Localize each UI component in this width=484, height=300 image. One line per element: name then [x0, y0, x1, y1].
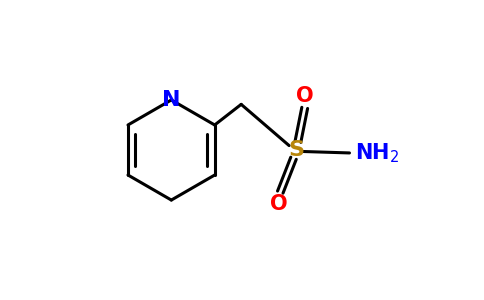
Text: O: O [297, 85, 314, 106]
Text: S: S [288, 140, 304, 160]
Text: N: N [162, 90, 181, 110]
Text: O: O [270, 194, 287, 214]
Text: NH$_2$: NH$_2$ [355, 141, 400, 165]
